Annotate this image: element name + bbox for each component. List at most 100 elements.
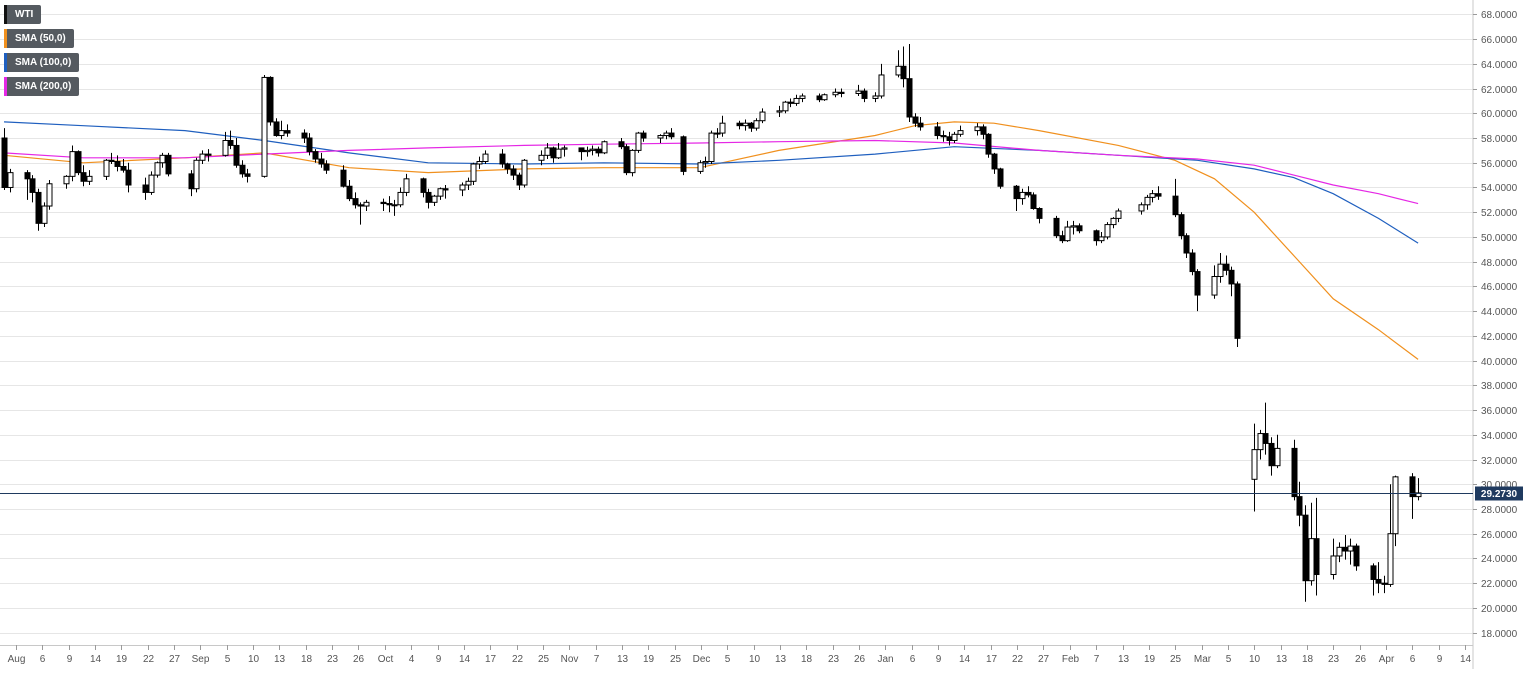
candle-body (442, 188, 449, 191)
current-price: 29.2730 (0, 486, 1523, 501)
candle (363, 199, 370, 211)
candle (222, 131, 229, 157)
candle (974, 123, 981, 136)
candle-body (420, 178, 427, 193)
x-tick-label: 27 (1038, 654, 1050, 665)
candle (125, 162, 132, 193)
candle (618, 138, 625, 150)
x-tick-label: 13 (274, 654, 286, 665)
candle (386, 196, 393, 213)
candle (1059, 230, 1066, 244)
y-tick-label: 58.0000 (1481, 134, 1518, 145)
x-tick-label: 7 (594, 654, 600, 665)
candles (1, 44, 1422, 602)
candle (589, 145, 596, 156)
candle (861, 88, 868, 103)
x-tick-label: 26 (854, 654, 866, 665)
candle (403, 173, 410, 197)
candle-body (640, 132, 647, 139)
current-price-tag (1475, 486, 1523, 501)
y-tick-label: 22.0000 (1481, 579, 1518, 590)
candle-body (1296, 496, 1303, 516)
candle (1104, 222, 1111, 240)
x-tick-label: Feb (1062, 654, 1080, 665)
candle-body (1183, 235, 1190, 254)
x-tick-label: 4 (409, 654, 415, 665)
candle-body (86, 175, 93, 182)
y-axis: 18.0000 20.0000 22.0000 24.0000 26.0000 28.00… (1472, 0, 1518, 669)
candle (544, 142, 551, 160)
legend-sma-100[interactable]: SMA (100,0) (4, 53, 80, 72)
candle-body (895, 65, 902, 76)
candle (980, 124, 987, 140)
candle (917, 116, 924, 131)
x-tick-label: 9 (1437, 654, 1443, 665)
candle-body (878, 74, 885, 97)
x-tick-label: 9 (936, 654, 942, 665)
candle (142, 177, 149, 200)
candle (1155, 186, 1162, 200)
candle-body (165, 154, 172, 175)
candle (997, 167, 1004, 189)
candle (1189, 249, 1196, 276)
candle-body (244, 173, 251, 177)
candle (759, 108, 766, 124)
candle-body (742, 122, 749, 127)
candle (346, 180, 353, 202)
candle (951, 131, 958, 143)
x-tick-label: Mar (1194, 654, 1212, 665)
x-tick-label: 10 (248, 654, 260, 665)
candle (555, 142, 562, 160)
candle-body (1313, 538, 1320, 576)
candle (318, 152, 325, 168)
candle (425, 188, 432, 209)
candle-body (516, 174, 523, 186)
candle-body (1138, 204, 1145, 212)
sma-line-200 (3, 139, 1419, 205)
candle (872, 92, 879, 103)
candle-body (159, 154, 166, 164)
x-tick-label: 22 (143, 654, 155, 665)
candle-body (1172, 195, 1179, 216)
x-tick-label: 13 (1276, 654, 1288, 665)
candle (640, 130, 647, 142)
candle (1330, 538, 1337, 580)
candle (41, 202, 48, 228)
candle (1409, 473, 1416, 519)
candle (63, 175, 70, 189)
legend-wti[interactable]: WTI (4, 5, 42, 24)
candle-body (1104, 224, 1111, 238)
y-tick-label: 36.0000 (1481, 406, 1518, 417)
y-tick-label: 18.0000 (1481, 629, 1518, 640)
candle-body (397, 191, 404, 206)
legend-sma-200[interactable]: SMA (200,0) (4, 77, 80, 96)
candle (934, 121, 941, 140)
candle-body (595, 148, 602, 154)
candle (838, 88, 845, 98)
candle (1144, 194, 1151, 210)
candle (1353, 543, 1360, 571)
candle (736, 120, 743, 130)
candle-body (41, 205, 48, 224)
candle (193, 157, 200, 193)
x-tick-label: 5 (725, 654, 731, 665)
x-tick-label: 6 (1410, 654, 1416, 665)
candle-body (470, 163, 477, 182)
x-tick-label: 25 (670, 654, 682, 665)
x-tick-label: 6 (910, 654, 916, 665)
candle-body (1217, 263, 1224, 278)
current-price-label: 29.2730 (1481, 489, 1518, 500)
candle (719, 115, 726, 137)
candle (1025, 186, 1032, 198)
candle-body (997, 168, 1004, 187)
candle-body (1076, 225, 1083, 232)
x-tick-label: 17 (485, 654, 497, 665)
candle-body (193, 159, 200, 190)
x-tick-label: 7 (1094, 654, 1100, 665)
candle (1064, 220, 1071, 242)
legend-sma-50[interactable]: SMA (50,0) (4, 29, 74, 48)
candle-body (663, 132, 670, 137)
candle (1149, 189, 1156, 203)
